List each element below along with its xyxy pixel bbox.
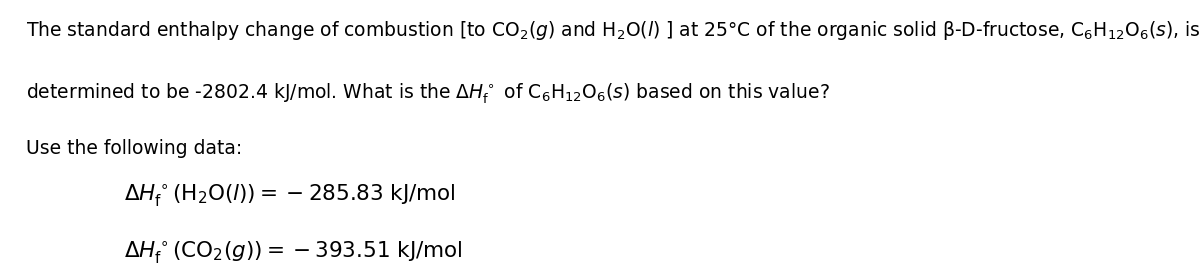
Text: $\Delta H^\circ_\mathrm{f}(\mathrm{H_2O}(l)) = -285.83\ \mathrm{kJ/mol}$: $\Delta H^\circ_\mathrm{f}(\mathrm{H_2O}… [124, 183, 455, 209]
Text: $\Delta H^\circ_\mathrm{f}(\mathrm{CO_2}(g)) = -393.51\ \mathrm{kJ/mol}$: $\Delta H^\circ_\mathrm{f}(\mathrm{CO_2}… [124, 240, 462, 266]
Text: Use the following data:: Use the following data: [26, 138, 242, 158]
Text: determined to be -2802.4 kJ/mol. What is the $\Delta H^\circ_\mathrm{f}$ of $\ma: determined to be -2802.4 kJ/mol. What is… [26, 81, 830, 106]
Text: The standard enthalpy change of combustion [to $\mathrm{CO_2}(g)$ and $\mathrm{H: The standard enthalpy change of combusti… [26, 19, 1200, 42]
